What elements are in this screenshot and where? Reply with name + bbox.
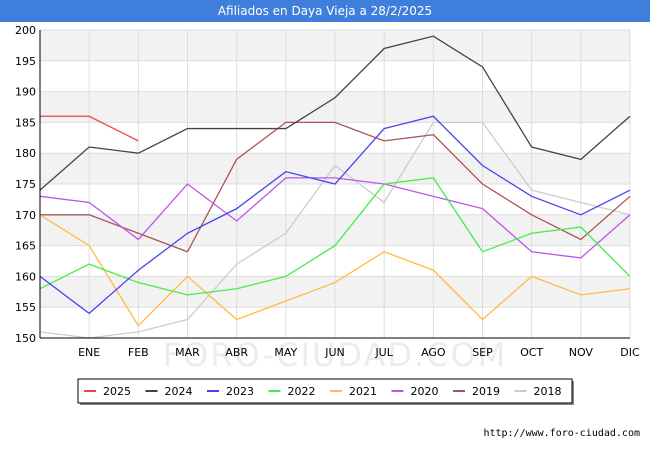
x-tick-label: MAR xyxy=(175,346,200,359)
y-tick-label: 180 xyxy=(15,147,36,160)
chart-title: Afiliados en Daya Vieja a 28/2/2025 xyxy=(0,0,650,22)
legend-label-2021: 2021 xyxy=(349,385,377,398)
series-line-2021 xyxy=(39,214,631,327)
legend-label-2023: 2023 xyxy=(226,385,254,398)
series-line-2020 xyxy=(39,177,631,259)
y-tick-label: 160 xyxy=(15,270,36,283)
legend-label-2020: 2020 xyxy=(411,385,439,398)
y-tick-label: 190 xyxy=(15,86,36,99)
y-tick-label: 165 xyxy=(15,240,36,253)
series-line-2025 xyxy=(40,115,139,142)
legend-box xyxy=(77,378,573,404)
y-tick-label: 150 xyxy=(15,332,36,345)
axes xyxy=(39,30,630,339)
series-line-2019 xyxy=(40,121,631,253)
x-tick-label: OCT xyxy=(520,346,543,359)
y-tick-label: 185 xyxy=(15,116,36,129)
legend-label-2018: 2018 xyxy=(534,385,562,398)
series-line-2024 xyxy=(39,35,631,191)
legend-label-2024: 2024 xyxy=(165,385,193,398)
y-tick-label: 175 xyxy=(15,178,36,191)
watermark: FORO-CIUDAD.COM xyxy=(163,336,508,374)
x-tick-label: DIC xyxy=(620,346,640,359)
source-link[interactable]: http://www.foro-ciudad.com xyxy=(483,428,640,439)
x-tick-label: FEB xyxy=(128,346,149,359)
legend-label-2022: 2022 xyxy=(288,385,316,398)
legend-label-2019: 2019 xyxy=(472,385,500,398)
y-tick-label: 195 xyxy=(15,55,36,68)
y-tick-label: 170 xyxy=(15,209,36,222)
series-lines xyxy=(39,35,631,339)
series-line-2018 xyxy=(39,121,631,339)
series-line-2023 xyxy=(39,115,631,315)
legend-label-2025: 2025 xyxy=(103,385,131,398)
x-tick-label: ABR xyxy=(225,346,248,359)
x-tick-label: MAY xyxy=(274,346,297,359)
x-tick-label: AGO xyxy=(421,346,446,359)
x-tick-labels: ENE FEB MAR ABR MAY JUN JUL AGO SEP OCT NOV DIC xyxy=(78,346,640,359)
series-line-2022 xyxy=(39,177,631,296)
x-tick-label: NOV xyxy=(569,346,594,359)
y-tick-label: 155 xyxy=(15,301,36,314)
x-tick-label: ENE xyxy=(78,346,100,359)
y-tick-label: 200 xyxy=(15,24,36,37)
legend: 2025 2024 2023 2022 2021 2020 2019 2018 xyxy=(77,378,574,405)
x-tick-label: SEP xyxy=(472,346,493,359)
x-tick-label: JUL xyxy=(374,346,393,359)
x-tick-label: JUN xyxy=(324,346,345,359)
y-tick-labels: 150 155 160 165 170 175 180 185 190 195 200 xyxy=(15,24,36,345)
